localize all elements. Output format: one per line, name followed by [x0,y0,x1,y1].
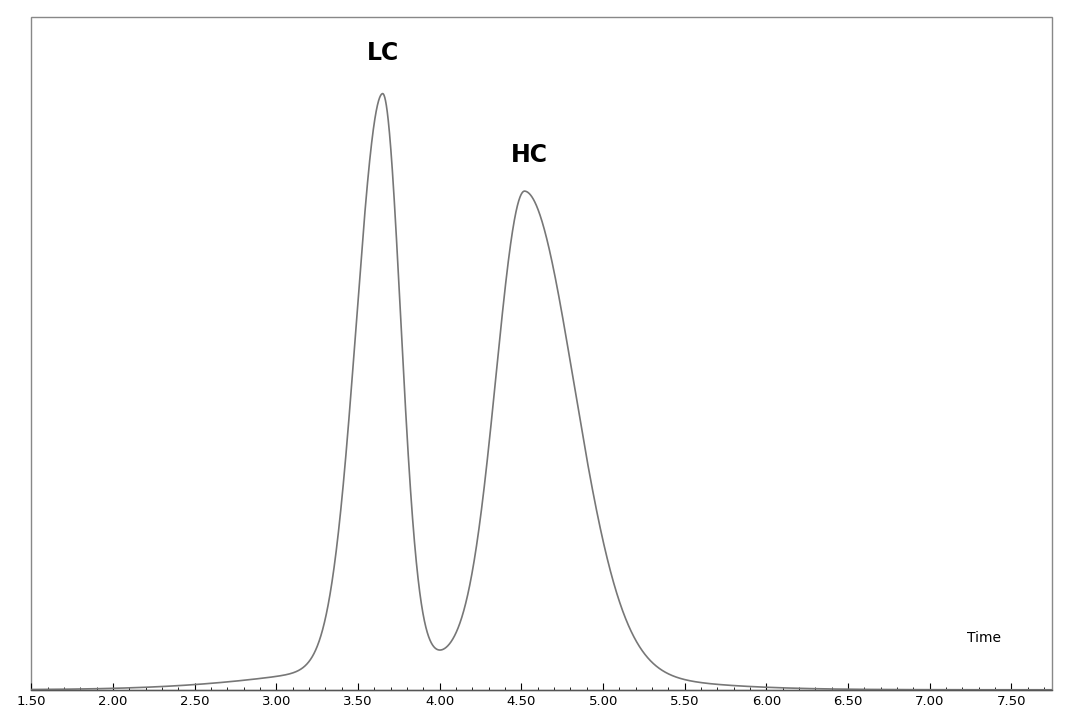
Text: HC: HC [511,144,548,167]
Text: LC: LC [367,41,399,65]
Text: Time: Time [967,631,1002,645]
Bar [31,17,1052,689]
